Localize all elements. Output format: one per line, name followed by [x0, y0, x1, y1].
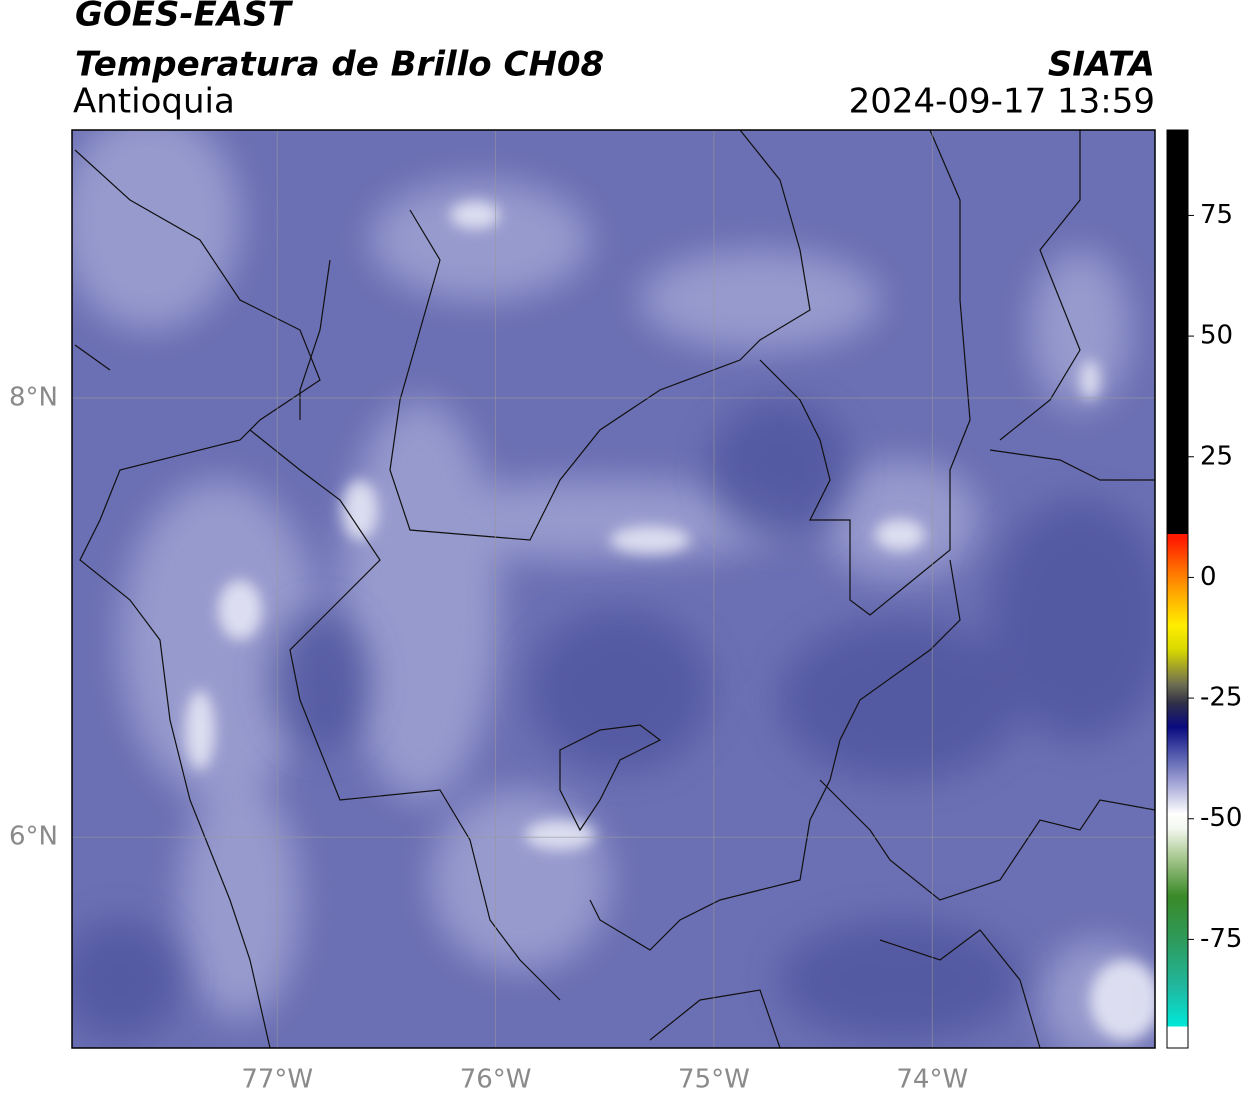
colorbar-tick-label: 50 [1200, 321, 1233, 351]
x-tick-label: 74°W [896, 1065, 968, 1095]
graticule [72, 130, 1155, 1048]
satellite-title: GOES-EAST [75, 0, 294, 35]
map-image [72, 130, 1155, 1048]
timestamp: 2024-09-17 13:59 [849, 82, 1155, 122]
colorbar-tick-label: 25 [1200, 441, 1233, 471]
y-tick-label: 8°N [9, 382, 58, 412]
colorbar-tick-label: -25 [1200, 683, 1242, 713]
product-title: Temperatura de Brillo CH08 [75, 45, 604, 85]
x-tick-label: 76°W [460, 1065, 532, 1095]
colorbar-tick-label: 75 [1200, 200, 1233, 230]
colorbar-tick-label: -50 [1200, 803, 1242, 833]
x-tick-label: 75°W [678, 1065, 750, 1095]
region-label: Antioquia [73, 82, 235, 122]
map-frame [71, 129, 1156, 1049]
x-tick-label: 77°W [241, 1065, 313, 1095]
colorbar-tick-label: -75 [1200, 924, 1242, 954]
source-label: SIATA [1048, 45, 1155, 85]
y-tick-label: 6°N [9, 822, 58, 852]
colorbar [1166, 129, 1189, 1049]
colorbar-tick-label: 0 [1200, 562, 1217, 592]
